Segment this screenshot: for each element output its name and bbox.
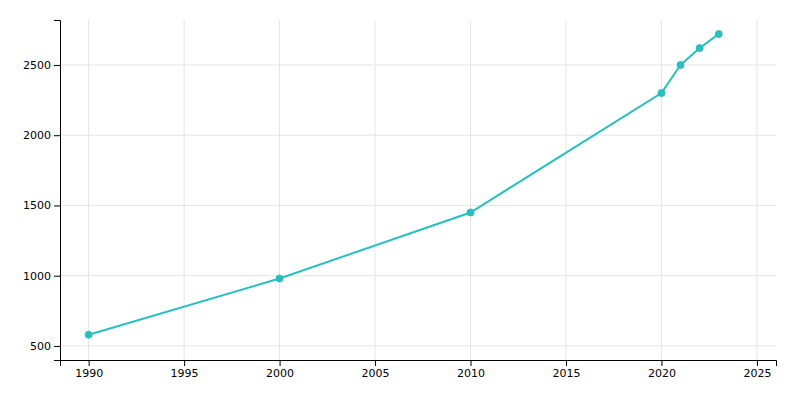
tick: 500 — [30, 340, 60, 353]
x-axis-line — [61, 361, 777, 367]
point — [715, 31, 722, 38]
point — [276, 275, 283, 282]
tick: 1995 — [171, 360, 199, 380]
tick: 2025 — [743, 360, 771, 380]
tick-mark — [280, 360, 281, 366]
tick-label: 2000 — [23, 129, 51, 142]
tick: 1500 — [23, 199, 60, 212]
tick: 2000 — [266, 360, 294, 380]
tick-label: 2005 — [362, 367, 390, 380]
y-axis: 500 1000 1500 2000 2500 — [23, 21, 61, 361]
tick-mark — [89, 360, 90, 366]
grid-line-x — [661, 20, 662, 360]
tick-mark — [54, 346, 60, 347]
tick-mark — [471, 360, 472, 366]
grid-line-y — [60, 64, 776, 65]
tick-label: 1000 — [23, 270, 51, 283]
grid-line-x — [375, 20, 376, 360]
tick-mark — [375, 360, 376, 366]
tick-mark — [184, 360, 185, 366]
line — [89, 34, 719, 335]
grid-line-x — [470, 20, 471, 360]
chart: 1990 1995 2000 2005 2010 2015 2020 2025 500 1000 1… — [0, 0, 800, 400]
tick-mark — [54, 276, 60, 277]
grid-line-y — [60, 135, 776, 136]
tick: 2015 — [552, 360, 580, 380]
tick-label: 1990 — [75, 367, 103, 380]
y-axis-line — [54, 21, 61, 361]
tick: 2020 — [648, 360, 676, 380]
tick: 2005 — [362, 360, 390, 380]
plot-area — [85, 31, 722, 339]
grid-line-y — [60, 345, 776, 346]
point — [85, 331, 92, 338]
point — [467, 209, 474, 216]
tick: 2000 — [23, 129, 60, 142]
tick-label: 1995 — [171, 367, 199, 380]
tick: 1990 — [75, 360, 103, 380]
tick-label: 500 — [30, 340, 51, 353]
tick-mark — [54, 65, 60, 66]
grid — [60, 20, 776, 360]
grid-line-y — [60, 275, 776, 276]
tick-mark — [566, 360, 567, 366]
tick-mark — [54, 205, 60, 206]
grid-line-x — [756, 20, 757, 360]
grid-line-y — [60, 205, 776, 206]
tick-label: 1500 — [23, 199, 51, 212]
tick: 1000 — [23, 270, 60, 283]
grid-line-x — [184, 20, 185, 360]
tick: 2500 — [23, 59, 60, 72]
tick-label: 2025 — [743, 367, 771, 380]
point — [658, 90, 665, 97]
tick-mark — [661, 360, 662, 366]
point — [677, 61, 684, 68]
tick-label: 2010 — [457, 367, 485, 380]
tick-label: 2000 — [266, 367, 294, 380]
tick-label: 2020 — [648, 367, 676, 380]
x-axis: 1990 1995 2000 2005 2010 2015 2020 2025 — [61, 360, 777, 380]
tick-label: 2015 — [552, 367, 580, 380]
tick-mark — [54, 135, 60, 136]
grid-line-x — [279, 20, 280, 360]
point — [696, 45, 703, 52]
grid-line-x — [88, 20, 89, 360]
tick-label: 2500 — [23, 59, 51, 72]
grid-line-x — [565, 20, 566, 360]
tick-mark — [757, 360, 758, 366]
tick: 2010 — [457, 360, 485, 380]
